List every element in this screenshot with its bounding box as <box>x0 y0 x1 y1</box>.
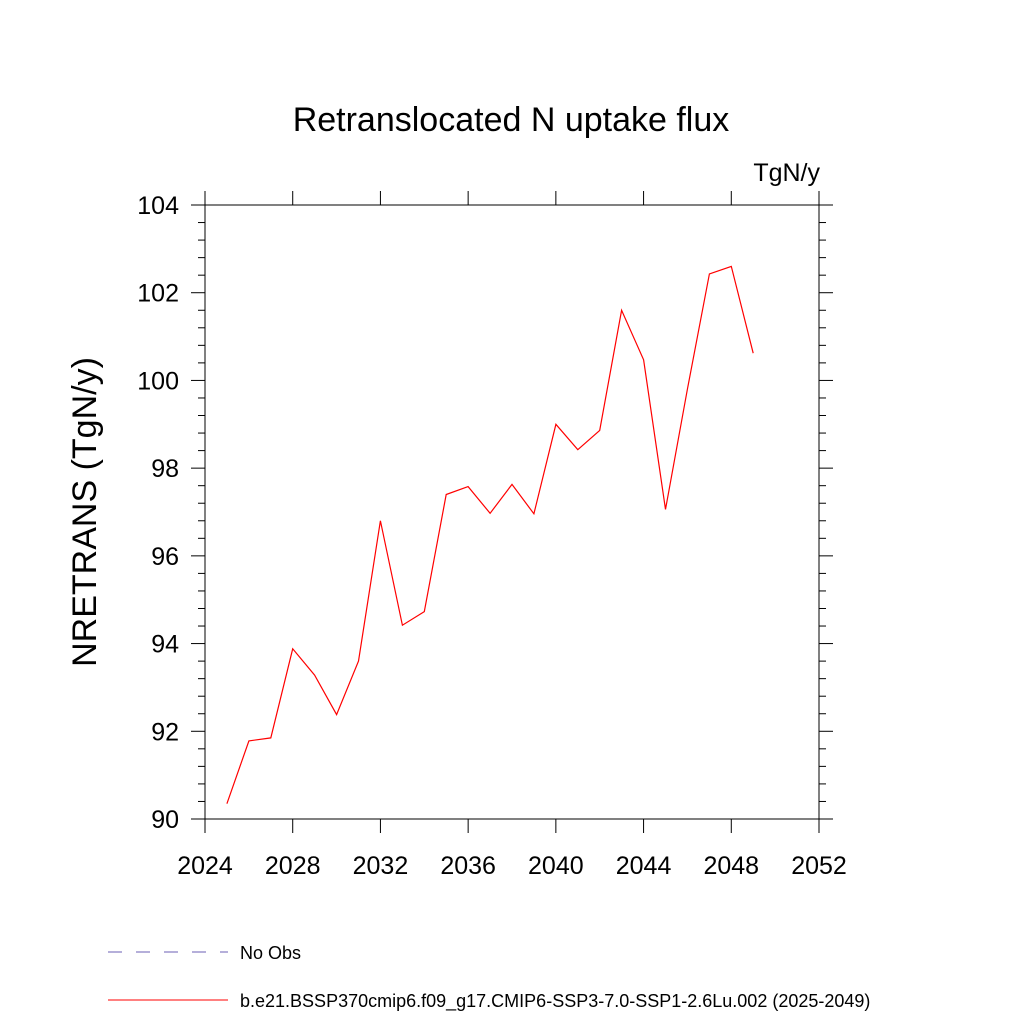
legend: No Obs b.e21.BSSP370cmip6.f09_g17.CMIP6-S… <box>108 943 870 1012</box>
series-group <box>226 265 754 804</box>
x-tick-label: 2028 <box>265 852 321 880</box>
y-tick-label: 96 <box>151 543 179 571</box>
x-tick-label: 2044 <box>616 852 672 880</box>
y-tick-label: 94 <box>151 631 179 659</box>
series-line <box>226 265 754 804</box>
legend-label: b.e21.BSSP370cmip6.f09_g17.CMIP6-SSP3-7.… <box>240 991 870 1012</box>
x-tick-label: 2040 <box>528 852 584 880</box>
x-tick-label: 2024 <box>177 852 233 880</box>
x-tick-label: 2052 <box>791 852 847 880</box>
y-tick-labels: 90 92 94 96 98 100 102 104 <box>137 192 179 834</box>
y-tick-label: 100 <box>137 367 179 395</box>
y-tick-label: 98 <box>151 455 179 483</box>
x-tick-label: 2048 <box>703 852 759 880</box>
axis-ticks <box>191 191 833 833</box>
plot-frame <box>204 204 820 820</box>
units-label: TgN/y <box>753 159 820 187</box>
y-tick-label: 92 <box>151 718 179 746</box>
chart-title: Retranslocated N uptake flux <box>293 101 730 139</box>
y-axis-label: NRETRANS (TgN/y) <box>66 357 104 667</box>
y-tick-label: 90 <box>151 806 179 834</box>
x-tick-label: 2036 <box>440 852 496 880</box>
y-tick-label: 102 <box>137 280 179 308</box>
x-tick-labels: 2024 2028 2032 2036 2040 2044 2048 2052 <box>177 852 847 880</box>
legend-label: No Obs <box>240 943 301 963</box>
x-tick-label: 2032 <box>353 852 409 880</box>
y-tick-label: 104 <box>137 192 179 220</box>
